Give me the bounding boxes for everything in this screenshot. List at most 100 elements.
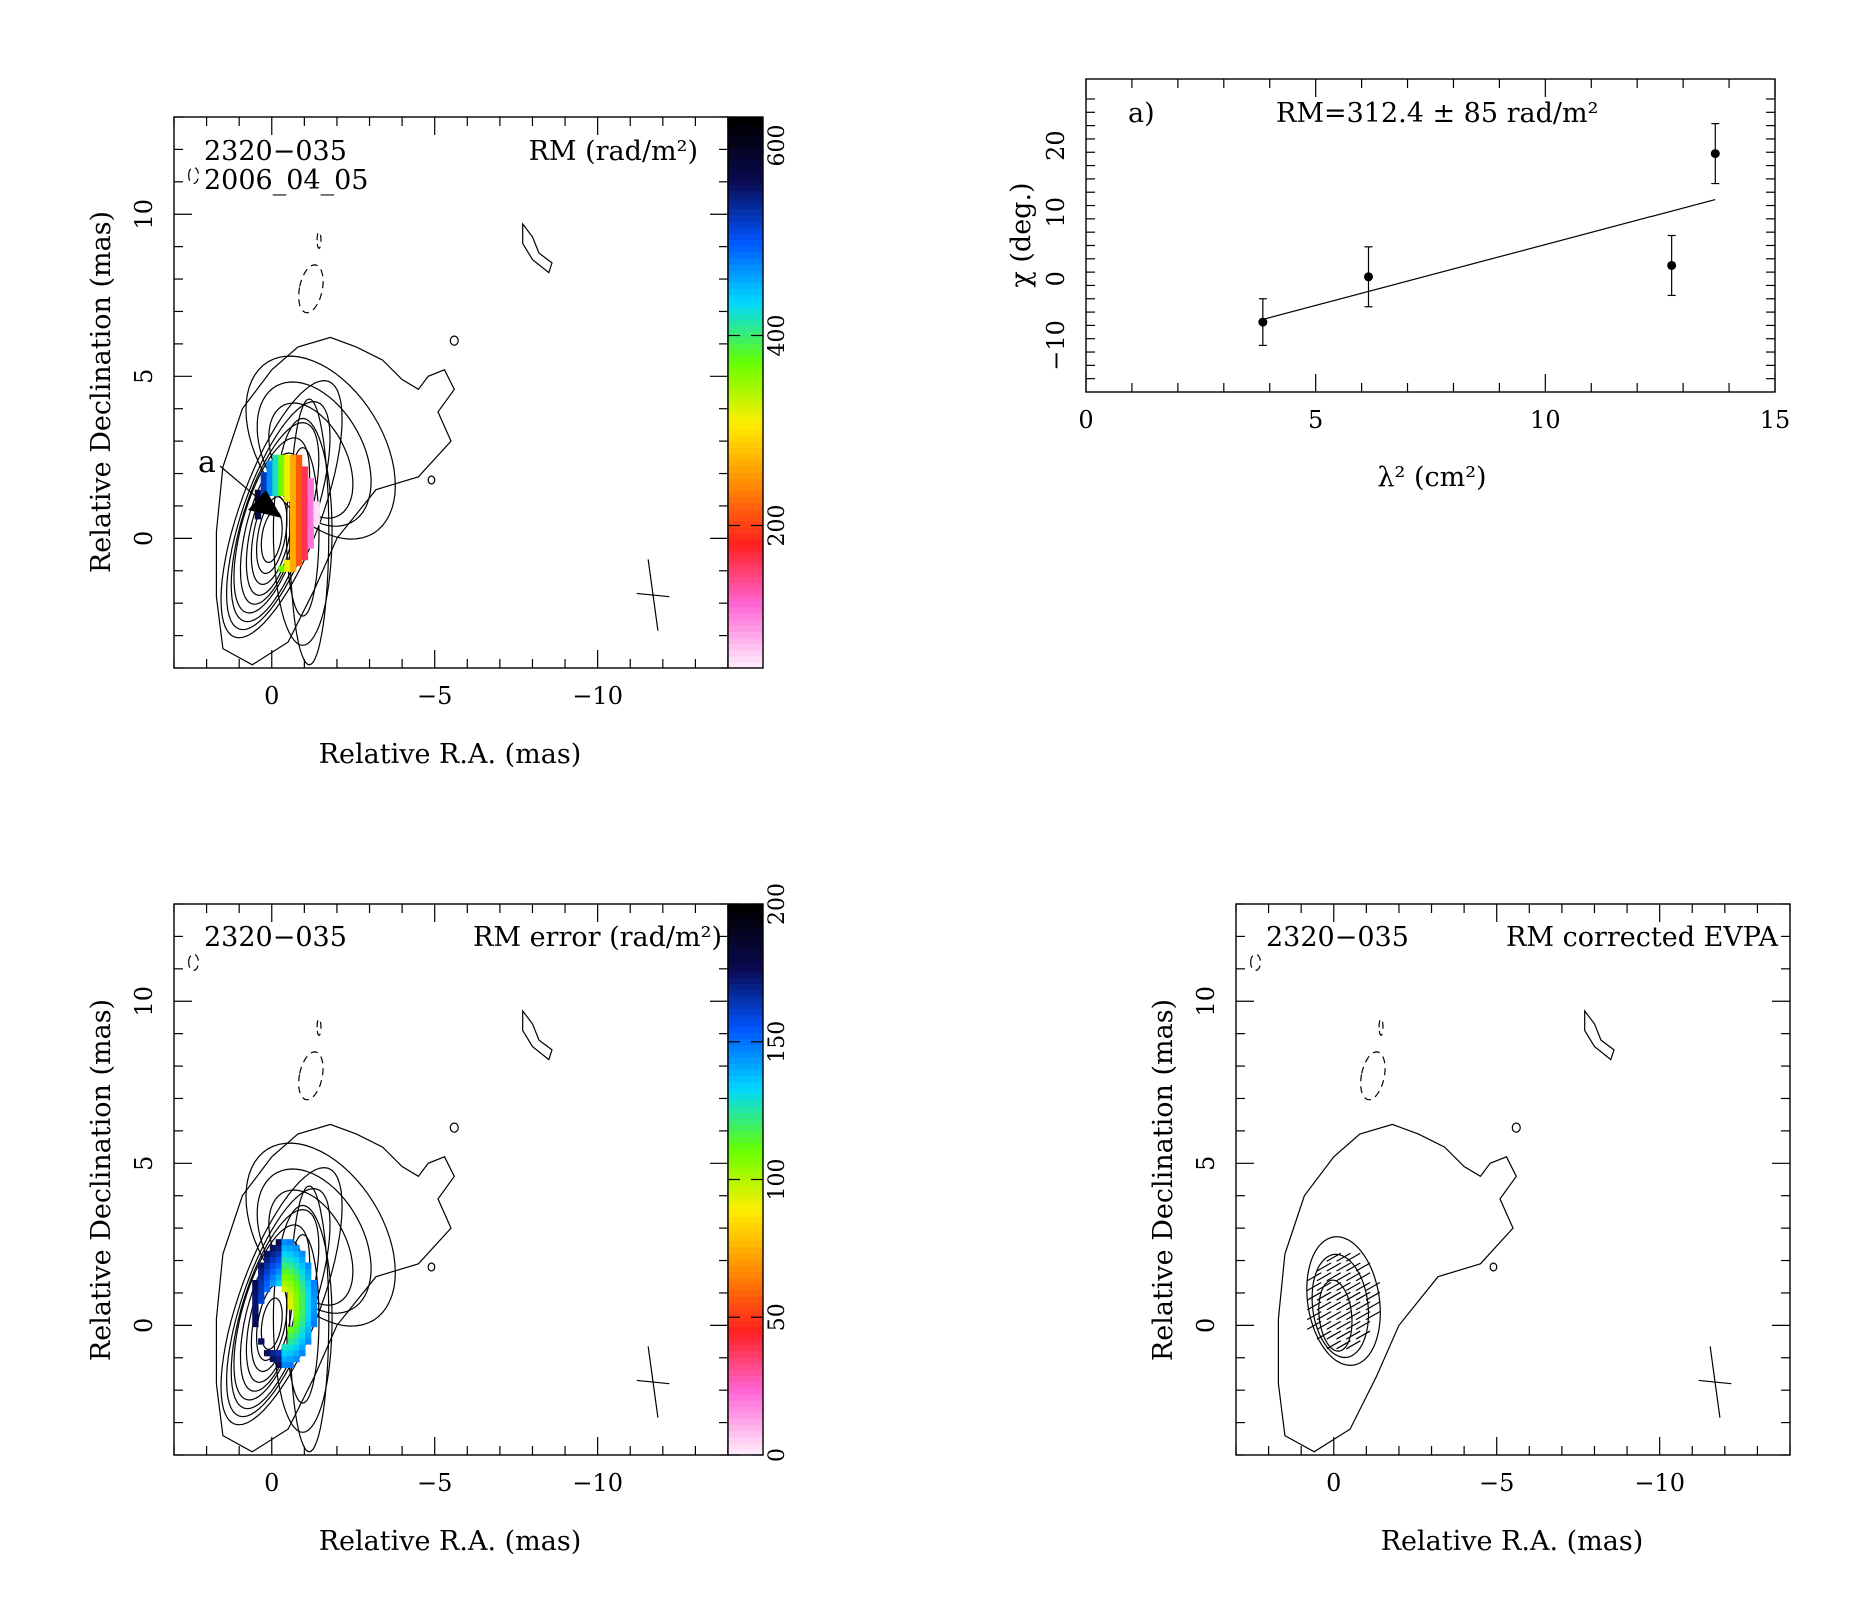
colorbar-swatch bbox=[728, 172, 763, 179]
rm-pixel bbox=[301, 507, 309, 514]
rm-pixel bbox=[307, 542, 314, 549]
colorbar-swatch bbox=[728, 380, 763, 387]
colorbar-swatch bbox=[728, 374, 763, 381]
rm-fit-line bbox=[1262, 198, 1716, 320]
rm-error-pixel bbox=[299, 1314, 306, 1322]
rm-pixel bbox=[272, 489, 279, 497]
rm-error-pixel bbox=[293, 1332, 300, 1339]
rm-pixel bbox=[295, 460, 303, 467]
colorbar-swatch bbox=[728, 502, 763, 510]
colorbar-swatch bbox=[728, 1363, 763, 1370]
colorbar-swatch bbox=[728, 135, 763, 143]
colorbar-swatch bbox=[728, 1252, 763, 1260]
colorbar-swatch bbox=[728, 1240, 763, 1248]
rm-error-pixel bbox=[293, 1314, 300, 1322]
colorbar-swatch bbox=[728, 983, 763, 991]
rm-error-pixel bbox=[310, 1291, 318, 1298]
rm-fit-panel-label: a) bbox=[1128, 98, 1155, 129]
rm-error-pixel bbox=[293, 1250, 300, 1258]
rm-pixel bbox=[301, 495, 309, 502]
contour-bend bbox=[245, 355, 396, 540]
colorbar-swatch bbox=[728, 971, 763, 979]
colorbar-swatch bbox=[728, 1448, 763, 1456]
evpa-map-xlabel: Relative R.A. (mas) bbox=[1381, 1526, 1644, 1557]
rm-pixel bbox=[284, 483, 291, 491]
colorbar-swatch bbox=[728, 637, 763, 645]
rm-pixel bbox=[313, 513, 320, 520]
rm-error-pixel bbox=[310, 1314, 318, 1322]
evpa-vector bbox=[1355, 1291, 1371, 1301]
rm-pixel bbox=[266, 460, 273, 467]
colorbar-swatch bbox=[728, 1099, 763, 1107]
rm-error-pixel bbox=[293, 1349, 300, 1357]
rm-error-pixel bbox=[305, 1268, 312, 1275]
colorbar-swatch bbox=[728, 221, 763, 228]
rm-error-pixel bbox=[269, 1256, 277, 1263]
colorbar-swatch bbox=[728, 1087, 763, 1095]
rm-error-pixel bbox=[281, 1355, 288, 1363]
rm-pixel bbox=[295, 536, 303, 543]
colorbar-swatch bbox=[728, 643, 763, 651]
rm-pixel bbox=[272, 460, 279, 467]
rm-pixel bbox=[254, 489, 262, 497]
colorbar-swatch bbox=[728, 1344, 763, 1352]
rm-error-pixel bbox=[258, 1274, 265, 1281]
rm-pixel bbox=[278, 460, 285, 467]
colorbar-swatch bbox=[728, 410, 763, 418]
evpa-vector bbox=[1355, 1272, 1371, 1282]
rm-error-pixel bbox=[281, 1361, 288, 1368]
contour-bend bbox=[256, 381, 372, 527]
evpa-contour bbox=[1306, 1236, 1381, 1367]
colorbar-swatch bbox=[728, 1338, 763, 1346]
colorbar-swatch bbox=[728, 1308, 763, 1315]
colorbar-swatch bbox=[728, 227, 763, 234]
rm-pixel bbox=[290, 454, 297, 462]
colorbar-swatch bbox=[728, 612, 763, 620]
evpa-vector bbox=[1306, 1320, 1322, 1330]
rm-error-pixel bbox=[287, 1279, 294, 1287]
colorbar-swatch bbox=[728, 1375, 763, 1383]
rm-error-pixel bbox=[299, 1268, 306, 1275]
rm-error-pixel bbox=[263, 1268, 271, 1275]
colorbar-swatch bbox=[728, 355, 763, 363]
evpa-vector bbox=[1346, 1262, 1361, 1272]
rm-error-pixel bbox=[263, 1262, 271, 1269]
rm-error-pixel bbox=[287, 1291, 294, 1298]
rm-fit-point bbox=[1667, 260, 1677, 270]
colorbar-swatch bbox=[728, 1246, 763, 1254]
colorbar-swatch bbox=[728, 588, 763, 596]
evpa-map-y-tick-label: 5 bbox=[1192, 1156, 1220, 1171]
colorbar-swatch bbox=[728, 288, 763, 296]
rm-pixel bbox=[301, 478, 309, 485]
rm-pixel bbox=[301, 501, 309, 508]
colorbar-swatch bbox=[728, 1350, 763, 1358]
evpa-map-source-name: 2320−035 bbox=[1266, 922, 1409, 953]
rm-fit-y-tick-label: −10 bbox=[1042, 320, 1070, 371]
rm-error-pixel bbox=[293, 1309, 300, 1316]
rm-error-pixel bbox=[287, 1244, 294, 1252]
evpa-map-ylabel: Relative Declination (mas) bbox=[1148, 999, 1179, 1361]
rm-error-pixel bbox=[305, 1297, 312, 1304]
evpa-map-panel: 0 −5 −10 0 5 10 Relative R.A. (mas) Rela… bbox=[1148, 903, 1791, 1557]
rm-error-pixel bbox=[287, 1326, 294, 1333]
rm-pixel bbox=[301, 530, 309, 537]
contour-dot bbox=[449, 335, 459, 346]
colorbar-swatch bbox=[728, 655, 763, 663]
rm-error-pixel bbox=[275, 1349, 283, 1357]
evpa-vector bbox=[1306, 1301, 1322, 1311]
rm-fit-annotation: RM=312.4 ± 85 rad/m² bbox=[1276, 98, 1598, 129]
rm-error-colorbar-tick-label: 100 bbox=[765, 1159, 790, 1201]
rm-error-pixel bbox=[305, 1320, 312, 1328]
rm-pixel bbox=[266, 478, 273, 485]
evpa-vector bbox=[1326, 1320, 1342, 1330]
rm-error-pixel bbox=[293, 1338, 300, 1345]
colorbar-swatch bbox=[728, 1277, 763, 1285]
contour-dot bbox=[1489, 1262, 1498, 1272]
rm-pixel bbox=[295, 524, 303, 532]
colorbar-swatch bbox=[728, 300, 763, 308]
rm-pixel bbox=[307, 513, 314, 520]
rm-error-pixel bbox=[258, 1291, 265, 1298]
colorbar-swatch bbox=[728, 1185, 763, 1193]
colorbar-swatch bbox=[728, 545, 763, 553]
evpa-vector bbox=[1316, 1291, 1332, 1301]
